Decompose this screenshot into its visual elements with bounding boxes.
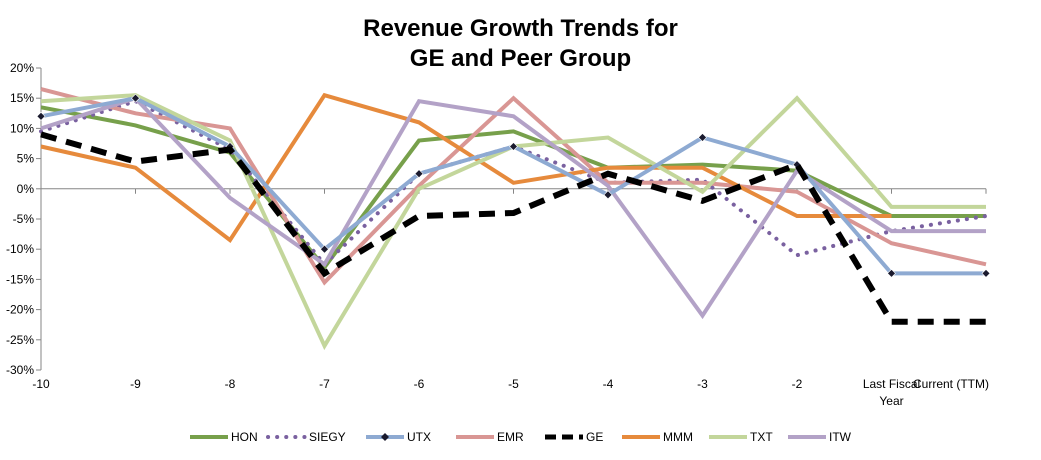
y-tick-label: -25% xyxy=(6,333,34,347)
y-tick-label: 10% xyxy=(10,121,34,135)
series-line-ge xyxy=(40,131,986,325)
x-tick-label: -2 xyxy=(792,377,803,391)
series-point-utx xyxy=(603,190,613,200)
x-tick-label: -6 xyxy=(414,377,425,391)
x-tick-label: -3 xyxy=(697,377,708,391)
series-point-utx xyxy=(698,133,707,142)
y-tick-label: 5% xyxy=(17,152,35,166)
y-tick-label: -30% xyxy=(6,363,34,377)
legend-label: GE xyxy=(586,430,603,444)
legend-item-txt: TXT xyxy=(709,430,773,444)
legend-item-utx: UTX xyxy=(366,430,431,444)
x-tick-label: -9 xyxy=(130,377,141,391)
y-tick-label: -10% xyxy=(6,242,34,256)
chart-title: Revenue Growth Trends for GE and Peer Gr… xyxy=(0,14,1041,74)
axes: 20% 15% 10% 5% 0% -5% -10% -15% -20% -25% -30%-10 -… xyxy=(6,61,989,408)
x-tick-label: Last Fiscal xyxy=(863,377,920,391)
legend-marker xyxy=(381,433,389,441)
y-tick-label: -15% xyxy=(6,272,34,286)
y-tick-label: -5% xyxy=(13,212,35,226)
legend-label: SIEGY xyxy=(309,430,346,444)
legend: HON SIEGY UTX EMR GE MMM TXT ITW xyxy=(190,430,852,444)
legend-label: EMR xyxy=(497,430,524,444)
series-point-utx xyxy=(414,169,424,179)
series-point-utx xyxy=(36,111,46,121)
legend-item-emr: EMR xyxy=(456,430,524,444)
x-tick-label: Year xyxy=(879,394,903,408)
chart-title-line-2: GE and Peer Group xyxy=(409,45,632,72)
chart-title-line-1: Revenue Growth Trends for xyxy=(363,15,678,42)
x-tick-label: -7 xyxy=(319,377,330,391)
x-tick-label: -4 xyxy=(603,377,614,391)
legend-item-mmm: MMM xyxy=(622,430,693,444)
x-tick-label: -5 xyxy=(508,377,519,391)
series-line-itw xyxy=(40,95,986,320)
x-tick-label: Current (TTM) xyxy=(913,377,989,391)
series-line-hon xyxy=(40,105,986,271)
legend-item-hon: HON xyxy=(190,430,258,444)
legend-label: MMM xyxy=(663,430,693,444)
y-tick-label: 15% xyxy=(10,91,34,105)
series-lines xyxy=(36,87,991,351)
series-point-utx xyxy=(981,268,991,278)
y-tick-label: -20% xyxy=(6,303,34,317)
legend-item-itw: ITW xyxy=(788,430,852,444)
series-point-utx xyxy=(509,142,518,151)
legend-item-ge: GE xyxy=(545,430,603,444)
x-tick-label: -10 xyxy=(32,377,50,391)
y-tick-label: 20% xyxy=(10,61,34,75)
x-tick-label: -8 xyxy=(225,377,236,391)
series-point-utx xyxy=(887,268,896,278)
legend-label: UTX xyxy=(407,430,431,444)
legend-label: ITW xyxy=(829,430,852,444)
legend-item-siegy: SIEGY xyxy=(266,430,346,444)
series-point-utx xyxy=(320,244,329,254)
legend-label: HON xyxy=(231,430,258,444)
series-line-mmm xyxy=(40,92,892,243)
y-tick-label: 0% xyxy=(17,182,35,196)
series-point-utx xyxy=(131,93,140,103)
legend-label: TXT xyxy=(750,430,773,444)
